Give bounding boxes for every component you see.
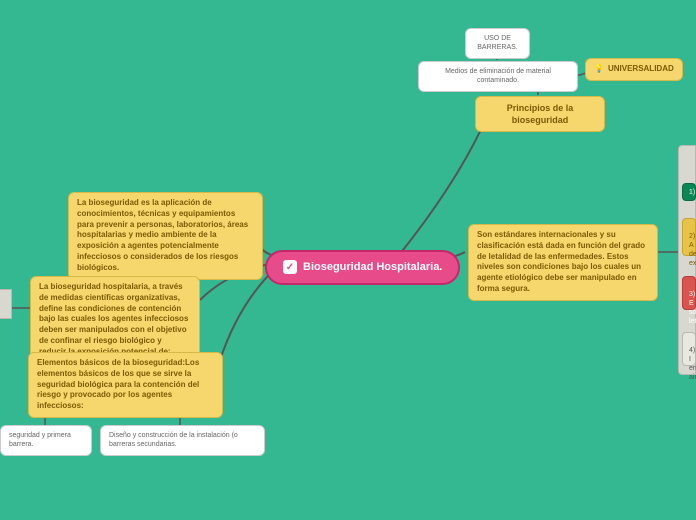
hospitalaria-node[interactable]: La bioseguridad hospitalaria, a través d… xyxy=(30,276,200,364)
def-node[interactable]: La bioseguridad es la aplicación de cono… xyxy=(68,192,263,280)
hospitalaria-label: La bioseguridad hospitalaria, a través d… xyxy=(39,282,188,356)
center-label: Bioseguridad Hospitalaria. xyxy=(303,260,442,275)
edge-4-node[interactable]: 4) I enf aire xyxy=(682,332,696,366)
universalidad-label: UNIVERSALIDAD xyxy=(608,64,674,73)
diseno-node[interactable]: Diseño y construcción de la instalación … xyxy=(100,425,265,456)
partial-left-node[interactable] xyxy=(0,289,12,319)
uso-barreras-label: USO DE BARRERAS. xyxy=(477,35,517,51)
edge-1-label: 1) xyxy=(689,189,695,196)
principios-label: Principios de la bioseguridad xyxy=(507,103,574,125)
elementos-node[interactable]: Elementos básicos de la bioseguridad:Los… xyxy=(28,352,223,418)
edge-2-node[interactable]: 2) A de exp xyxy=(682,218,696,256)
medios-node[interactable]: Medios de eliminación de material contam… xyxy=(418,61,578,92)
medios-label: Medios de eliminación de material contam… xyxy=(445,68,551,84)
edge-1-node[interactable]: 1) xyxy=(682,183,696,201)
elementos-label: Elementos básicos de la bioseguridad:Los… xyxy=(37,358,199,410)
principios-node[interactable]: Principios de la bioseguridad xyxy=(475,96,605,132)
universalidad-node[interactable]: 💡 UNIVERSALIDAD xyxy=(585,58,683,81)
def-label: La bioseguridad es la aplicación de cono… xyxy=(77,198,248,272)
edge-3-label: 3) E son leta xyxy=(689,291,696,325)
edge-3-node[interactable]: 3) E son leta xyxy=(682,276,696,310)
diseno-label: Diseño y construcción de la instalación … xyxy=(109,432,238,448)
primera-barrera-node[interactable]: seguridad y primera barrera. xyxy=(0,425,92,456)
check-icon: ✓ xyxy=(283,260,297,274)
edge-2-label: 2) A de exp xyxy=(689,233,696,267)
bulb-icon: 💡 xyxy=(594,64,604,75)
estandares-label: Son estándares internacionales y su clas… xyxy=(477,230,645,293)
uso-barreras-node[interactable]: USO DE BARRERAS. xyxy=(465,28,530,59)
edge-4-label: 4) I enf aire xyxy=(689,347,696,381)
estandares-node[interactable]: Son estándares internacionales y su clas… xyxy=(468,224,658,301)
primera-label: seguridad y primera barrera. xyxy=(9,432,71,448)
center-node[interactable]: ✓ Bioseguridad Hospitalaria. xyxy=(265,250,460,285)
